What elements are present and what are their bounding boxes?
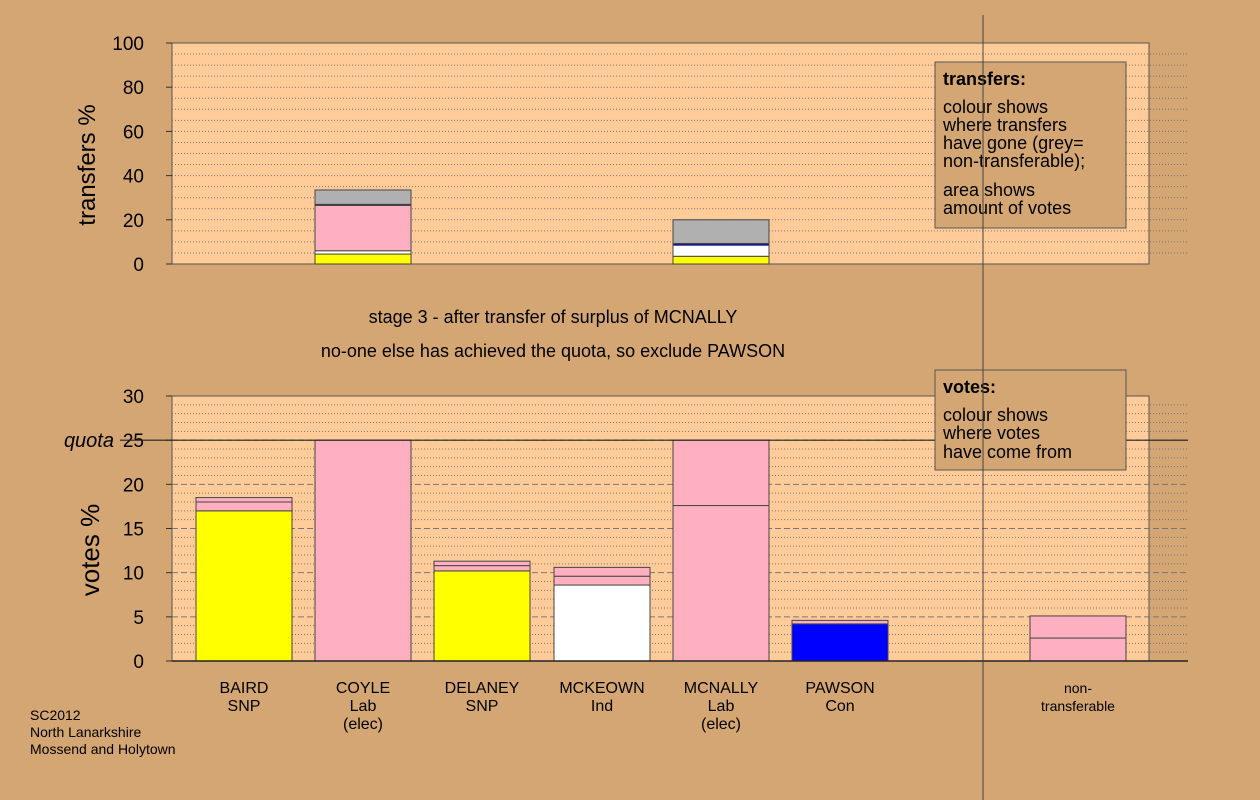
y-tick-label: 100 <box>112 34 144 55</box>
votes-legend-line: colour shows <box>943 405 1048 425</box>
transfers-chart: 0 20 40 60 80 100 transfers % transfers: colo… <box>74 34 1188 276</box>
y-tick-label: 10 <box>123 564 144 585</box>
footer-ward: Mossend and Holytown <box>30 741 176 757</box>
votes-y-axis-label: votes % <box>75 504 105 597</box>
transfers-legend: transfers: colour shows where transfers … <box>934 61 1127 229</box>
category-label: Lab <box>350 698 377 715</box>
y-tick-label: 20 <box>123 211 144 232</box>
category-label: Con <box>825 698 854 715</box>
votes-y-ticks: 0 5 10 15 20 25 30 <box>123 387 172 673</box>
bar-segment <box>433 560 531 567</box>
transfers-y-axis-label: transfers % <box>74 104 101 225</box>
votes-bars <box>120 439 1188 662</box>
y-tick-label: 60 <box>123 122 144 143</box>
bar-segment <box>314 439 412 662</box>
bar-segment <box>195 497 293 503</box>
y-tick-label: 40 <box>123 167 144 188</box>
votes-legend-line: have come from <box>943 442 1072 462</box>
footer-council: North Lanarkshire <box>30 724 141 740</box>
y-tick-label: 80 <box>123 78 144 99</box>
stage-decision: no-one else has achieved the quota, so e… <box>321 341 785 361</box>
y-tick-label: 0 <box>133 255 144 276</box>
bar-segment <box>195 510 293 662</box>
y-tick-label: 5 <box>133 608 144 629</box>
category-label: Ind <box>591 698 613 715</box>
y-tick-label: 30 <box>123 387 144 408</box>
category-label: transferable <box>1041 698 1115 714</box>
votes-legend: votes: colour shows where votes have com… <box>934 369 1127 471</box>
bar-segment <box>1029 637 1127 662</box>
y-tick-label: 20 <box>123 475 144 496</box>
bar-segment <box>672 255 770 265</box>
votes-legend-line: where votes <box>942 423 1040 443</box>
votes-legend-box <box>934 369 1127 471</box>
bar-segment <box>672 505 770 662</box>
bar-segment <box>314 204 412 252</box>
bar-segment <box>553 575 651 586</box>
category-label: SNP <box>466 698 499 715</box>
transfers-legend-line: have gone (grey= <box>943 133 1084 153</box>
bar-segment <box>433 565 531 572</box>
transfers-legend-line: area shows <box>943 180 1035 200</box>
category-label: MCKEOWN <box>559 680 644 697</box>
quota-label: quota <box>64 430 114 452</box>
bar-segment <box>791 623 889 662</box>
category-label: Lab <box>708 698 735 715</box>
category-label: PAWSON <box>805 680 874 697</box>
bar-segment <box>672 244 770 257</box>
category-label: MCNALLY <box>684 680 759 697</box>
transfers-y-ticks: 0 20 40 60 80 100 <box>112 34 172 276</box>
votes-category-labels: BAIRDSNPCOYLELab(elec)DELANEYSNPMCKEOWNI… <box>220 680 1116 733</box>
votes-legend-title: votes: <box>943 377 996 397</box>
category-label: (elec) <box>343 716 383 733</box>
bar-segment <box>314 253 412 265</box>
bar-segment <box>314 189 412 205</box>
stage-description: stage 3 - after transfer of surplus of M… <box>369 307 738 327</box>
bar-segment <box>672 219 770 244</box>
bar-segment <box>791 619 889 625</box>
transfers-legend-title: transfers: <box>943 69 1026 89</box>
transfers-legend-line: amount of votes <box>943 198 1071 218</box>
category-label: BAIRD <box>220 680 269 697</box>
category-label: DELANEY <box>445 680 520 697</box>
transfers-legend-box <box>934 61 1127 229</box>
transfers-legend-line: colour shows <box>943 97 1048 117</box>
y-tick-label: 25 <box>123 431 144 452</box>
category-label: COYLE <box>336 680 390 697</box>
bar-segment <box>195 501 293 512</box>
bar-segment <box>1029 615 1127 639</box>
bar-segment <box>672 439 770 507</box>
footer-election: SC2012 <box>30 707 81 723</box>
y-tick-label: 0 <box>133 652 144 673</box>
transfers-legend-line: non-transferable); <box>943 151 1085 171</box>
bar-segment <box>553 584 651 662</box>
bar-segment <box>433 570 531 662</box>
category-label: non- <box>1064 680 1092 696</box>
bar-segment <box>553 566 651 577</box>
y-tick-label: 15 <box>123 520 144 541</box>
transfers-bars <box>314 189 770 265</box>
transfers-legend-line: where transfers <box>942 115 1067 135</box>
category-label: (elec) <box>701 716 741 733</box>
category-label: SNP <box>228 698 261 715</box>
